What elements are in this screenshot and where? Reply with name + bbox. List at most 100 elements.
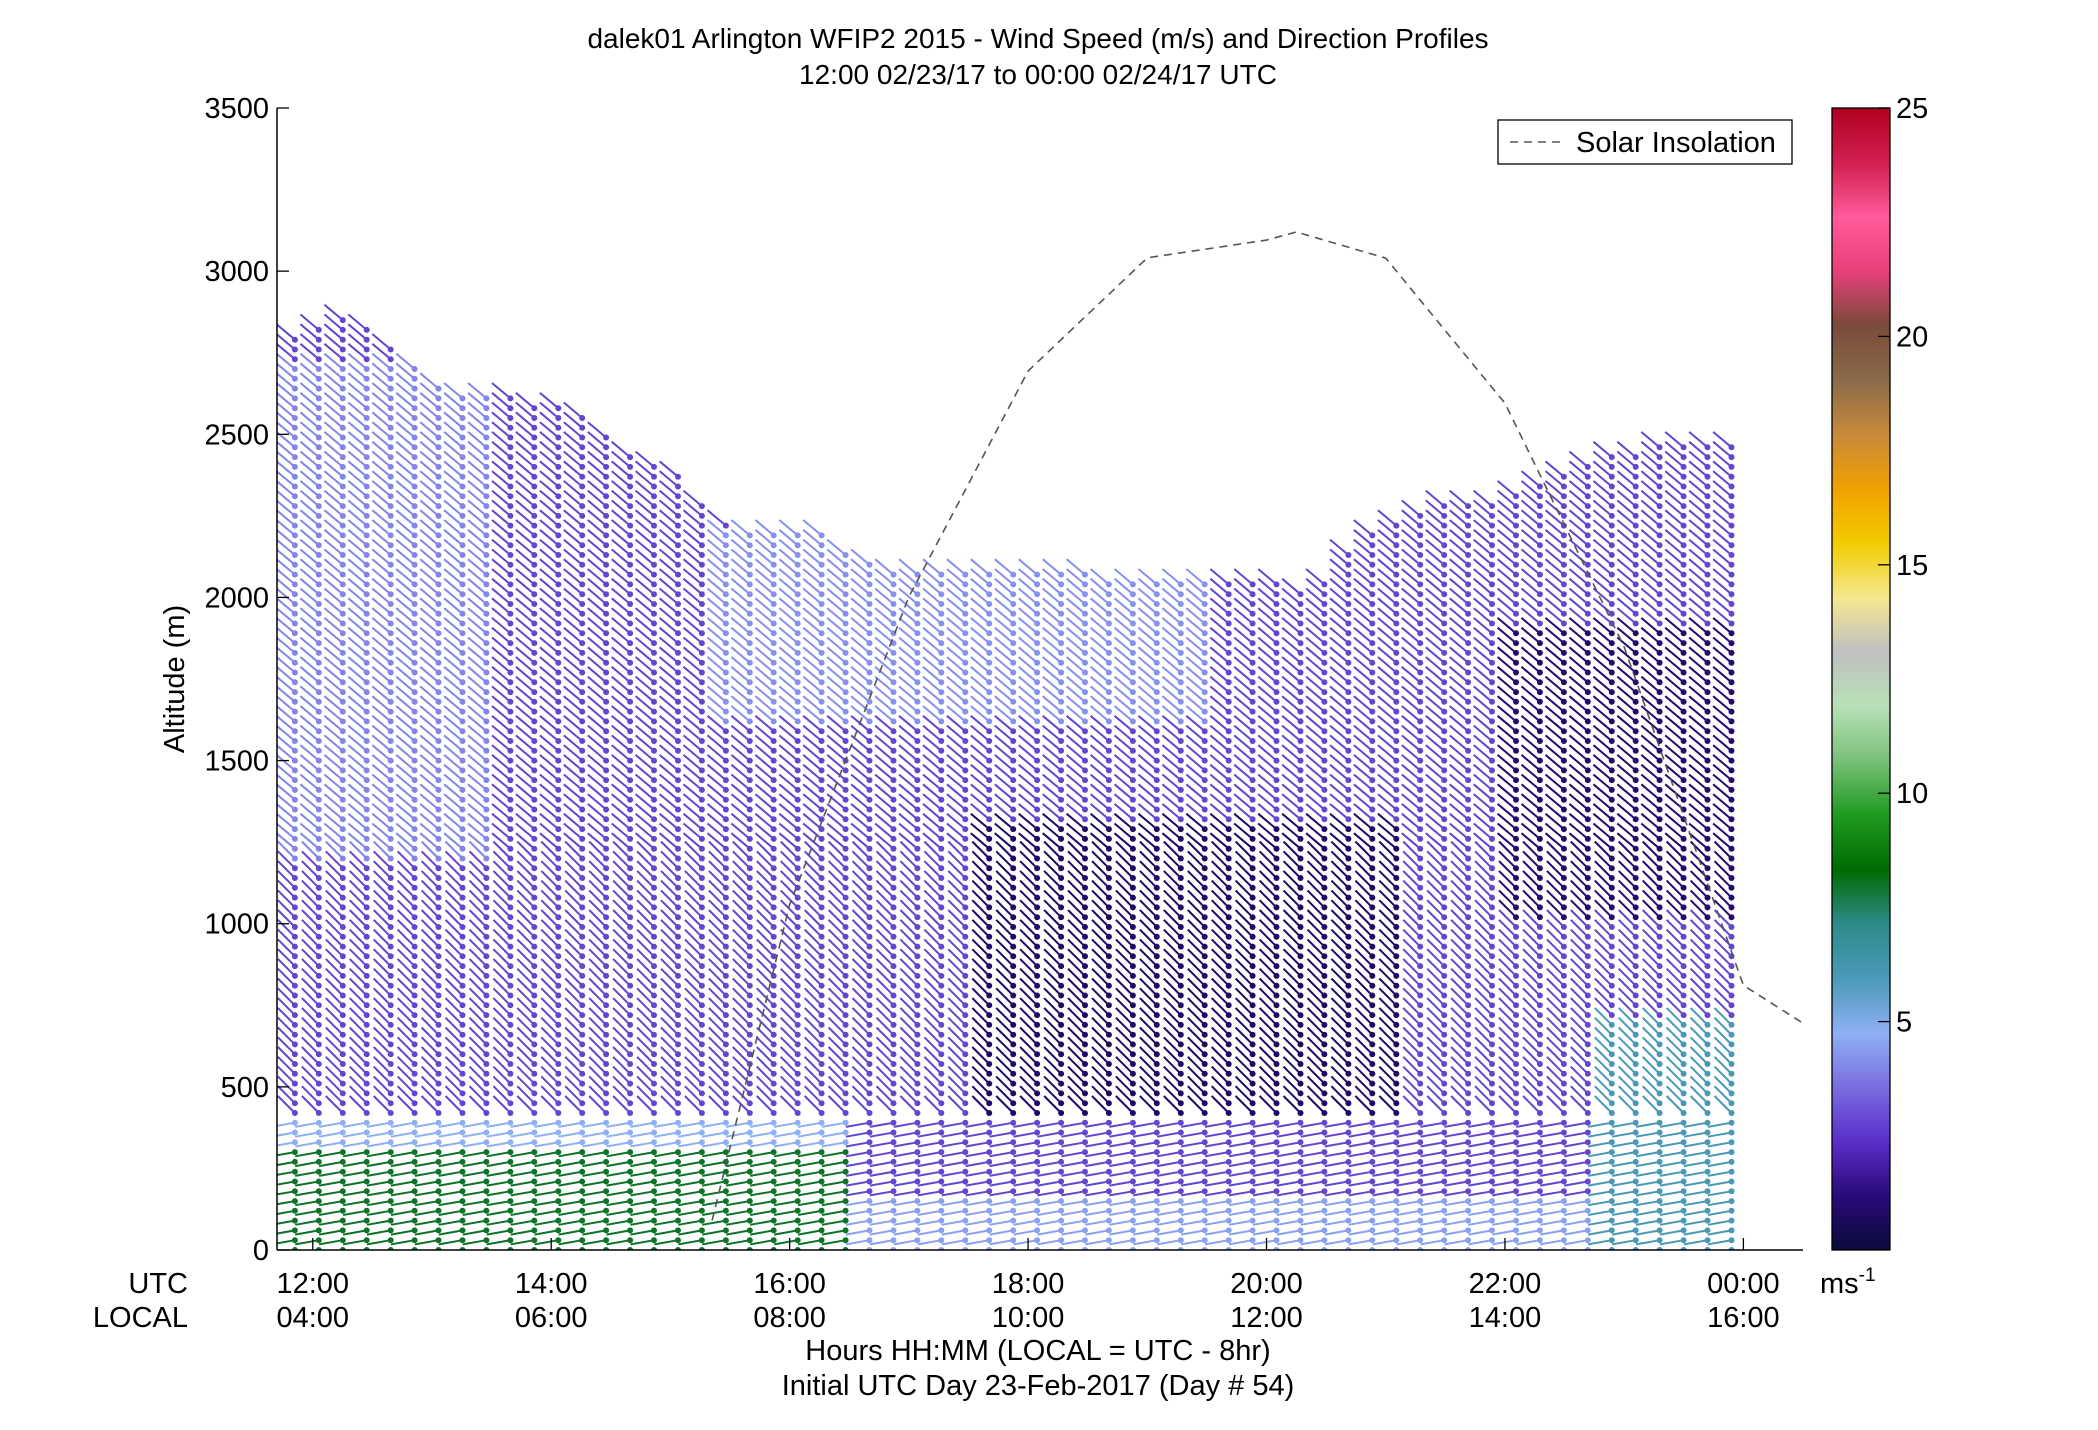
- wind-barb-point: [651, 649, 657, 656]
- wind-barb-point: [627, 610, 634, 617]
- wind-barb-point: [986, 610, 993, 617]
- wind-barb-point: [387, 1090, 394, 1097]
- wind-barb-shaft: [323, 431, 344, 449]
- wind-barb-shaft: [443, 519, 464, 537]
- wind-barb-shaft: [420, 977, 440, 997]
- wind-barb-point: [866, 904, 873, 911]
- wind-barb-point: [459, 512, 466, 519]
- wind-barb-shaft: [516, 1036, 536, 1055]
- wind-barb-shaft: [611, 440, 631, 458]
- wind-barb-shaft: [277, 812, 296, 830]
- wind-barb-point: [722, 659, 729, 666]
- wind-barb-shaft: [414, 1239, 439, 1246]
- wind-barb-point: [698, 835, 705, 842]
- wind-barb-shaft: [754, 744, 775, 762]
- wind-barb-point: [1010, 992, 1017, 999]
- wind-barb-shaft: [634, 626, 655, 644]
- wind-barb-point: [651, 503, 657, 510]
- wind-barb-point: [627, 473, 634, 480]
- wind-barb-shaft: [611, 754, 631, 772]
- wind-barb-shaft: [941, 1121, 966, 1128]
- wind-barb-shaft: [539, 440, 559, 458]
- wind-barb-shaft: [636, 987, 655, 1007]
- wind-barb-point: [914, 777, 921, 784]
- wind-barb-point: [435, 405, 442, 412]
- wind-barb-shaft: [467, 450, 488, 468]
- wind-barb-point: [459, 1119, 466, 1126]
- wind-barb-point: [627, 1237, 634, 1244]
- wind-barb-shaft: [515, 411, 535, 429]
- wind-barb-shaft: [467, 401, 488, 419]
- wind-barb-point: [722, 571, 729, 578]
- wind-barb-shaft: [540, 997, 560, 1016]
- wind-barb-shaft: [467, 822, 488, 840]
- wind-barb-point: [411, 1031, 418, 1038]
- wind-barb-shaft: [390, 1200, 415, 1207]
- wind-barb-shaft: [372, 977, 392, 997]
- wind-barb-point: [675, 1207, 681, 1214]
- wind-barb-shaft: [468, 1026, 488, 1046]
- wind-barb-shaft: [395, 773, 416, 791]
- wind-barb-point: [339, 483, 346, 490]
- wind-barb-point: [986, 972, 993, 979]
- wind-barb-point: [890, 669, 897, 676]
- wind-barb-shaft: [420, 948, 440, 967]
- wind-barb-point: [722, 620, 729, 627]
- wind-barb-point: [698, 1002, 705, 1009]
- wind-barb-point: [603, 982, 610, 989]
- wind-barb-shaft: [277, 450, 296, 468]
- wind-barb-point: [483, 1139, 490, 1146]
- wind-barb-shaft: [277, 715, 296, 732]
- wind-barb-point: [531, 1100, 538, 1107]
- wind-barb-point: [627, 591, 634, 598]
- wind-barb-point: [627, 884, 634, 891]
- wind-barb-point: [363, 875, 370, 881]
- wind-barb-point: [675, 1080, 681, 1087]
- wind-barb-point: [722, 855, 729, 862]
- wind-barb-point: [387, 845, 394, 852]
- wind-barb-point: [339, 796, 346, 803]
- wind-barb-shaft: [682, 734, 703, 752]
- wind-barb-point: [555, 1129, 562, 1136]
- wind-barb-point: [698, 738, 705, 744]
- wind-barb-point: [938, 1090, 945, 1097]
- wind-barb-point: [746, 757, 753, 764]
- wind-barb-point: [507, 669, 514, 676]
- wind-barb-point: [986, 1070, 993, 1077]
- wind-barb-point: [435, 698, 442, 705]
- wind-barb-shaft: [563, 577, 583, 595]
- wind-barb-point: [842, 1012, 849, 1019]
- wind-barb-point: [315, 336, 322, 343]
- wind-barb-point: [794, 894, 801, 901]
- wind-barb-point: [986, 689, 993, 696]
- wind-barb-shaft: [371, 666, 392, 684]
- wind-barb-point: [507, 1178, 514, 1185]
- wind-barb-point: [842, 620, 849, 627]
- wind-barb-point: [507, 884, 514, 891]
- wind-barb-shaft: [539, 577, 559, 595]
- wind-barb-shaft: [539, 607, 559, 625]
- wind-barb-shaft: [564, 967, 583, 987]
- wind-barb-shaft: [706, 773, 727, 791]
- wind-barb-point: [507, 972, 514, 979]
- wind-barb-point: [459, 855, 466, 862]
- wind-barb-shaft: [468, 1085, 488, 1104]
- wind-barb-point: [603, 924, 610, 930]
- wind-barb-point: [818, 532, 825, 539]
- wind-barb-point: [531, 875, 538, 881]
- wind-barb-point: [842, 777, 849, 784]
- wind-barb-point: [531, 718, 538, 725]
- wind-barb-point: [890, 1178, 897, 1185]
- wind-barb-shaft: [295, 1160, 319, 1168]
- wind-barb-point: [746, 630, 753, 637]
- wind-barb-point: [890, 1207, 897, 1214]
- wind-barb-point: [627, 708, 634, 715]
- wind-barb-point: [962, 698, 969, 705]
- wind-barb-point: [363, 1110, 370, 1116]
- wind-barb-point: [459, 1149, 466, 1156]
- wind-barb-shaft: [515, 744, 535, 762]
- wind-barb-shaft: [301, 1046, 320, 1065]
- wind-barb-point: [698, 610, 705, 617]
- wind-barb-point: [962, 1002, 969, 1009]
- wind-barb-shaft: [419, 460, 440, 478]
